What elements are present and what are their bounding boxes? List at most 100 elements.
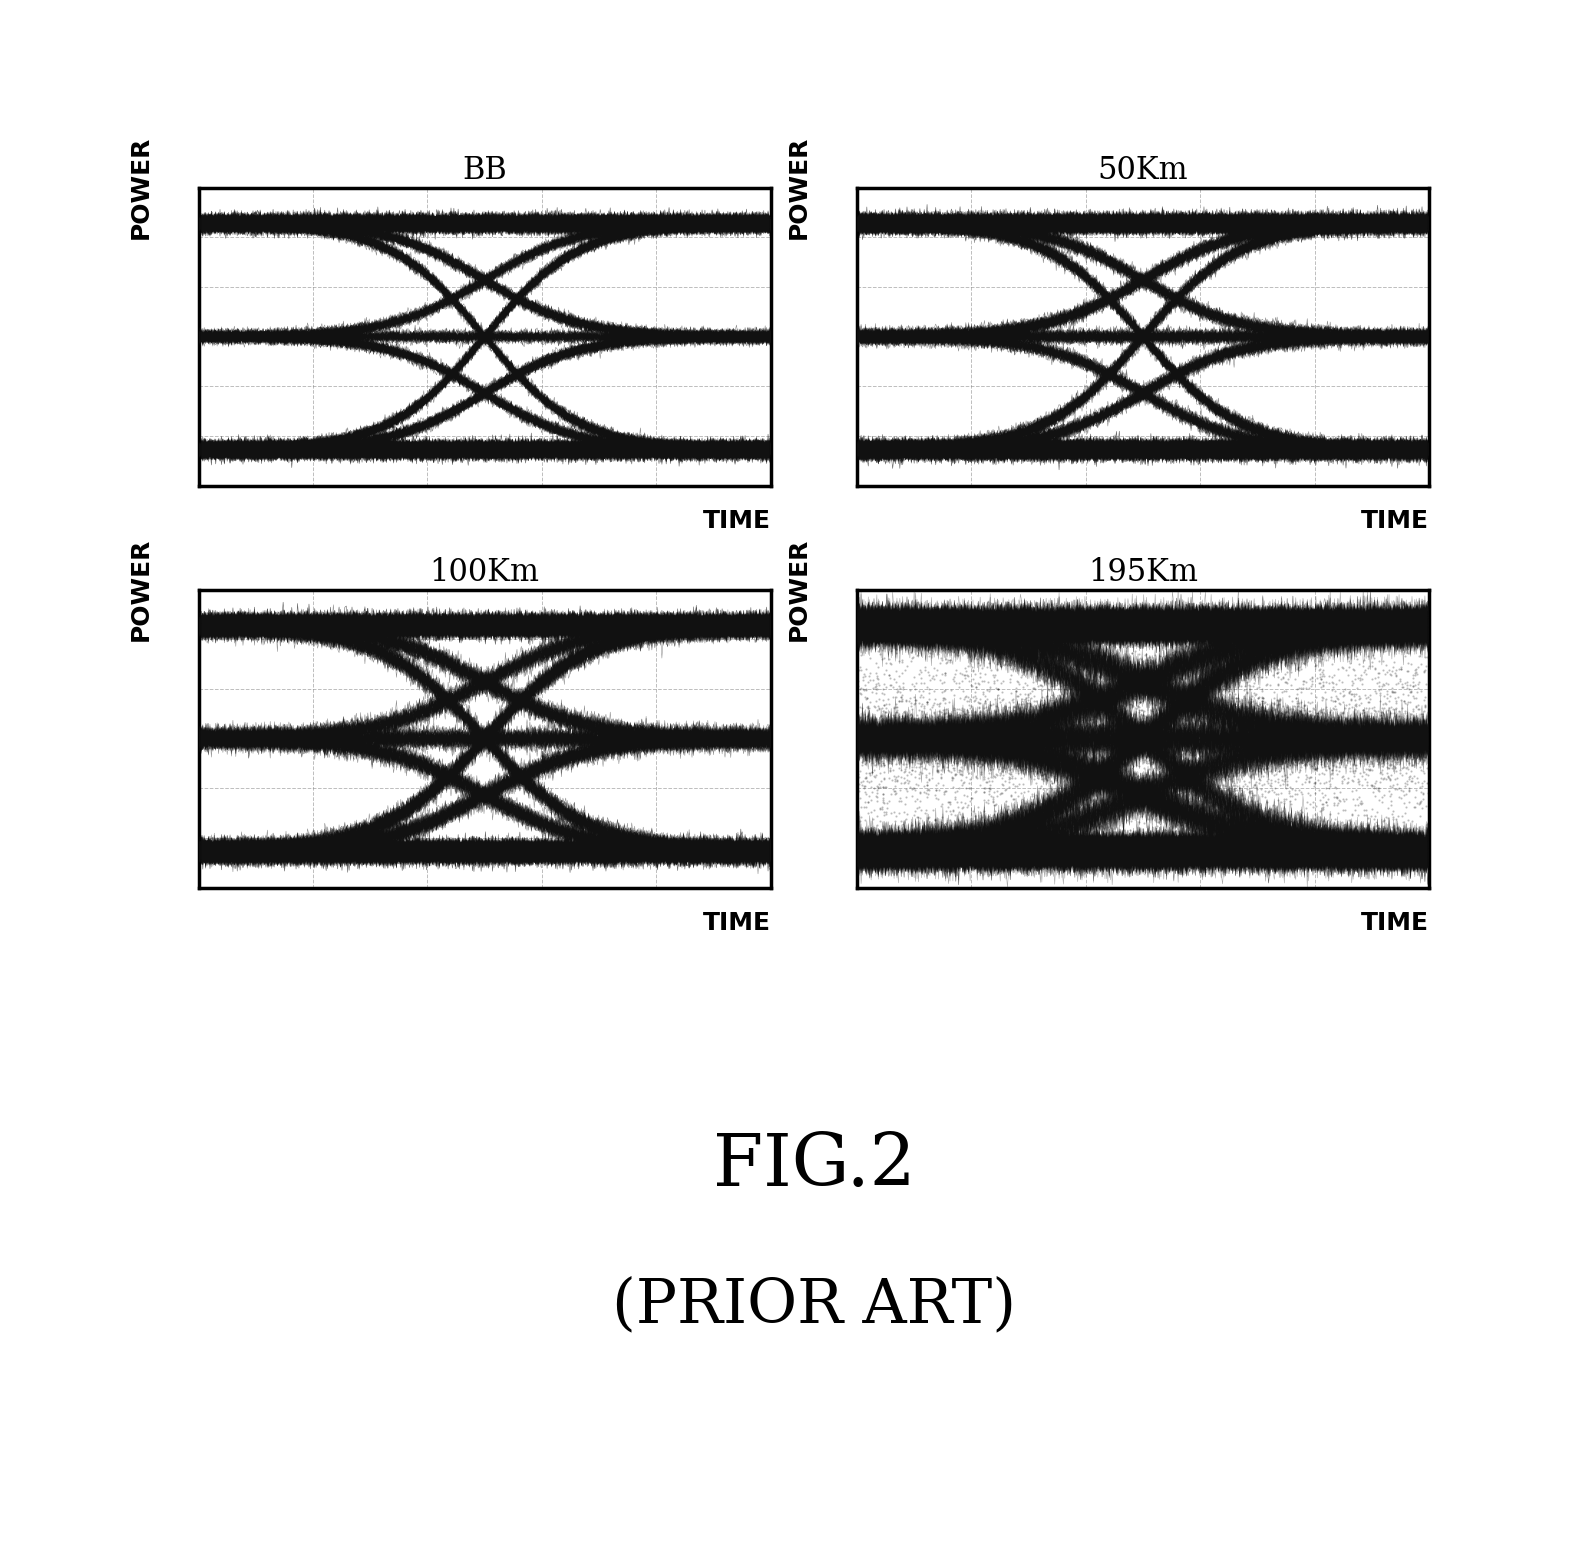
- Point: [1121, 678, 1147, 703]
- Point: [1162, 646, 1188, 671]
- Point: [918, 667, 943, 692]
- Point: [1035, 734, 1061, 759]
- Point: [1270, 772, 1296, 797]
- Point: [894, 728, 919, 753]
- Point: [961, 685, 986, 711]
- Point: [1237, 701, 1262, 726]
- Point: [1035, 728, 1061, 753]
- Point: [1223, 685, 1248, 711]
- Point: [1229, 721, 1255, 747]
- Point: [1023, 689, 1048, 714]
- Point: [1147, 706, 1172, 731]
- Point: [1232, 684, 1258, 709]
- Point: [1151, 715, 1177, 740]
- Point: [1177, 725, 1202, 750]
- Point: [1375, 721, 1401, 747]
- Point: [1172, 718, 1197, 743]
- Point: [953, 665, 978, 690]
- Point: [881, 737, 907, 762]
- Point: [1313, 670, 1339, 695]
- Point: [883, 695, 908, 720]
- Point: [1259, 701, 1285, 726]
- Point: [1243, 682, 1269, 707]
- Point: [973, 731, 999, 756]
- Point: [1382, 754, 1407, 779]
- Point: [885, 695, 910, 720]
- Point: [1280, 714, 1305, 739]
- Point: [1058, 762, 1083, 787]
- Point: [1174, 779, 1199, 804]
- Point: [1339, 740, 1364, 765]
- Point: [959, 786, 985, 811]
- Point: [1185, 707, 1210, 732]
- Point: [1115, 776, 1140, 801]
- Point: [1075, 726, 1100, 751]
- Point: [912, 737, 937, 762]
- Point: [1216, 751, 1242, 776]
- Point: [1112, 675, 1137, 700]
- Point: [1091, 703, 1116, 728]
- Point: [923, 786, 948, 811]
- Point: [1073, 689, 1099, 714]
- Point: [1412, 768, 1437, 793]
- Point: [929, 729, 954, 754]
- Point: [1366, 731, 1391, 756]
- Point: [1243, 693, 1269, 718]
- Point: [1002, 765, 1027, 790]
- Point: [1120, 685, 1145, 711]
- Point: [1008, 739, 1034, 764]
- Point: [948, 698, 973, 723]
- Point: [1139, 773, 1164, 798]
- Point: [1313, 707, 1339, 732]
- Point: [1262, 704, 1288, 729]
- Point: [907, 795, 932, 820]
- Point: [1069, 689, 1094, 714]
- Point: [1343, 692, 1369, 717]
- Point: [999, 711, 1024, 736]
- Point: [913, 657, 939, 682]
- Point: [1270, 786, 1296, 811]
- Point: [1289, 701, 1315, 726]
- Point: [1170, 768, 1196, 793]
- Point: [1062, 685, 1088, 711]
- Point: [1061, 747, 1086, 772]
- Point: [1153, 787, 1178, 812]
- Point: [1093, 756, 1118, 781]
- Point: [1262, 762, 1288, 787]
- Point: [1008, 742, 1034, 767]
- Point: [1324, 685, 1350, 711]
- Point: [1380, 729, 1405, 754]
- Point: [896, 737, 921, 762]
- Point: [896, 732, 921, 757]
- Point: [978, 776, 1004, 801]
- Point: [1161, 709, 1186, 734]
- Point: [1337, 718, 1363, 743]
- Point: [1121, 761, 1147, 786]
- Point: [867, 695, 892, 720]
- Point: [1024, 803, 1050, 828]
- Point: [932, 690, 958, 715]
- Point: [1399, 736, 1424, 761]
- Point: [1245, 753, 1270, 778]
- Point: [1137, 786, 1162, 811]
- Point: [939, 801, 964, 826]
- Point: [1237, 781, 1262, 806]
- Point: [1312, 747, 1337, 772]
- Point: [1120, 685, 1145, 711]
- Point: [1185, 779, 1210, 804]
- Point: [931, 779, 956, 804]
- Point: [1375, 681, 1401, 706]
- Point: [1000, 725, 1026, 750]
- Point: [1105, 698, 1131, 723]
- Point: [1196, 782, 1221, 808]
- Point: [1121, 754, 1147, 779]
- Point: [1415, 723, 1440, 748]
- Point: [1310, 660, 1336, 685]
- Point: [1027, 803, 1053, 828]
- Point: [1099, 761, 1124, 786]
- Point: [1293, 726, 1318, 751]
- Point: [1072, 685, 1097, 711]
- Point: [1129, 634, 1154, 659]
- Point: [1275, 670, 1301, 695]
- Point: [859, 711, 885, 736]
